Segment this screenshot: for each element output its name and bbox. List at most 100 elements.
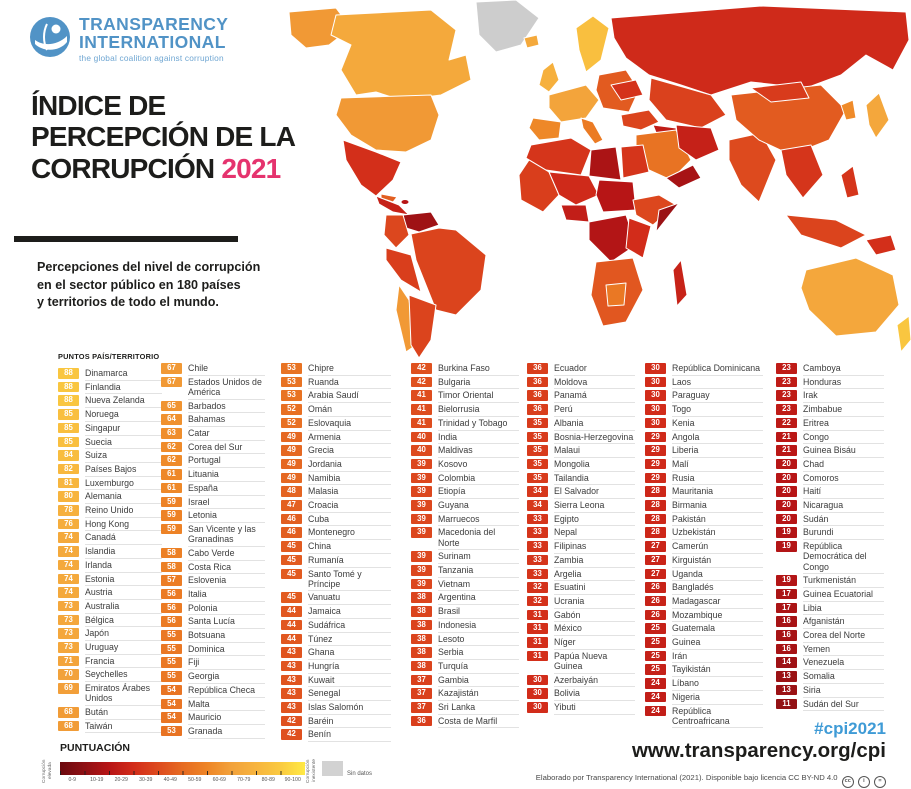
table-row: 24 Líbano	[645, 677, 763, 691]
map-region-argentina	[408, 294, 437, 359]
table-row: 14 Venezuela	[776, 656, 884, 671]
score-badge: 30	[527, 674, 548, 686]
score-badge: 39	[411, 513, 432, 525]
website-url-link[interactable]: www.transparency.org/cpi	[631, 738, 886, 762]
table-row: 27 Kirguistán	[645, 554, 763, 568]
score-badge: 20	[776, 472, 797, 484]
score-badge: 29	[645, 445, 666, 456]
country-name: Ruanda	[308, 376, 391, 390]
table-row: 88 Finlandia	[58, 381, 162, 395]
attribution-line: Elaborado por Transparency International…	[536, 773, 886, 788]
table-row: 37 Gambia	[411, 674, 519, 688]
score-badge: 35	[527, 472, 548, 484]
score-badge: 45	[281, 568, 302, 580]
country-name: Suiza	[85, 449, 162, 463]
country-name: Vanuatu	[308, 591, 391, 606]
country-name: Costa Rica	[188, 561, 265, 575]
map-region-sudan	[595, 179, 637, 213]
score-badge: 48	[281, 486, 302, 497]
country-name: Togo	[672, 403, 763, 417]
score-badge: 39	[411, 486, 432, 497]
score-badge: 67	[161, 376, 182, 388]
country-name: Rumanía	[308, 554, 391, 568]
title-year: 2021	[221, 152, 281, 184]
score-badge: 53	[281, 390, 302, 401]
map-region-ukraine	[610, 79, 644, 101]
score-badge: 30	[645, 390, 666, 401]
country-name: Afganistán	[803, 615, 884, 630]
table-row: 35 Bosnia-Herzegovina	[527, 431, 635, 445]
score-badge: 33	[527, 541, 548, 552]
legend-tick: 10-19	[90, 777, 104, 783]
country-name: Guatemala	[672, 622, 763, 637]
score-badge: 40	[411, 431, 432, 443]
country-name: Ghana	[308, 646, 391, 660]
table-row: 62 Portugal	[161, 454, 265, 469]
table-row: 54 Mauricio	[161, 711, 265, 725]
legend-title: PUNTUACIÓN	[60, 742, 130, 754]
map-region-nigeria	[560, 204, 590, 223]
map-region-yemen	[665, 164, 702, 189]
ti-globe-icon	[30, 17, 70, 57]
map-region-philippines	[840, 165, 860, 199]
table-row: 73 Japón	[58, 627, 162, 642]
country-name: Moldova	[554, 376, 635, 390]
table-row: 54 República Checa	[161, 684, 265, 698]
country-name: Irak	[803, 389, 884, 404]
table-row: 32 Ucrania	[527, 595, 635, 609]
score-badge: 36	[527, 390, 548, 401]
score-badge: 56	[161, 588, 182, 600]
table-row: 13 Siria	[776, 684, 884, 698]
score-badge: 34	[527, 486, 548, 497]
table-row: 16 Corea del Norte	[776, 629, 884, 643]
ranking-column-5: 36 Ecuador 36 Moldova 36 Panamá 36 Perú 35 Albani…	[527, 362, 635, 715]
table-row: 44 Jamaica	[281, 605, 391, 619]
table-row: 27 Uganda	[645, 568, 763, 582]
country-name: Kenia	[672, 417, 763, 431]
map-region-somalia	[655, 202, 680, 233]
score-badge: 28	[645, 513, 666, 525]
table-row: 67 Chile	[161, 362, 265, 376]
table-row: 39 Tanzania	[411, 564, 519, 578]
hashtag-link[interactable]: #cpi2021	[814, 719, 886, 738]
country-name: Perú	[554, 403, 635, 417]
table-row: 38 Brasil	[411, 605, 519, 619]
table-row: 58 Costa Rica	[161, 561, 265, 575]
table-row: 56 Italia	[161, 588, 265, 602]
table-row: 33 Argelia	[527, 568, 635, 582]
country-name: México	[554, 622, 635, 637]
score-badge: 52	[281, 417, 302, 429]
score-badge: 37	[411, 688, 432, 699]
score-badge: 43	[281, 660, 302, 672]
country-name: Emiratos Árabes Unidos	[85, 682, 162, 707]
table-row: 40 India	[411, 431, 519, 445]
score-badge: 23	[776, 363, 797, 374]
table-row: 19 Turkmenistán	[776, 574, 884, 588]
table-row: 42 Benín	[281, 728, 391, 743]
legend-tick: 0-9	[68, 777, 77, 783]
score-badge: 43	[281, 688, 302, 699]
country-name: Etiopía	[438, 485, 519, 500]
table-row: 28 Uzbekistán	[645, 526, 763, 541]
country-name: Suecia	[85, 436, 162, 450]
table-row: 37 Sri Lanka	[411, 701, 519, 715]
score-badge: 31	[527, 650, 548, 662]
country-name: Corea del Norte	[803, 629, 884, 643]
score-badge: 88	[58, 368, 79, 379]
ranking-column-7: 23 Camboya 23 Honduras 23 Irak 23 Zimbabue 22 Eri…	[776, 362, 884, 712]
score-badge: 20	[776, 486, 797, 497]
country-name: Congo	[803, 431, 884, 445]
score-badge: 74	[58, 587, 79, 598]
country-name: Kuwait	[308, 674, 391, 688]
score-badge: 64	[161, 414, 182, 425]
table-row: 45 Vanuatu	[281, 591, 391, 606]
score-badge: 39	[411, 472, 432, 484]
score-badge: 67	[161, 363, 182, 374]
table-row: 67 Estados Unidos de América	[161, 376, 265, 400]
country-name: Dinamarca	[85, 367, 162, 381]
score-badge: 76	[58, 518, 79, 530]
table-row: 43 Kuwait	[281, 674, 391, 688]
table-row: 42 Burkina Faso	[411, 362, 519, 376]
country-name: Jordania	[308, 458, 391, 472]
country-name: Yibuti	[554, 701, 635, 715]
